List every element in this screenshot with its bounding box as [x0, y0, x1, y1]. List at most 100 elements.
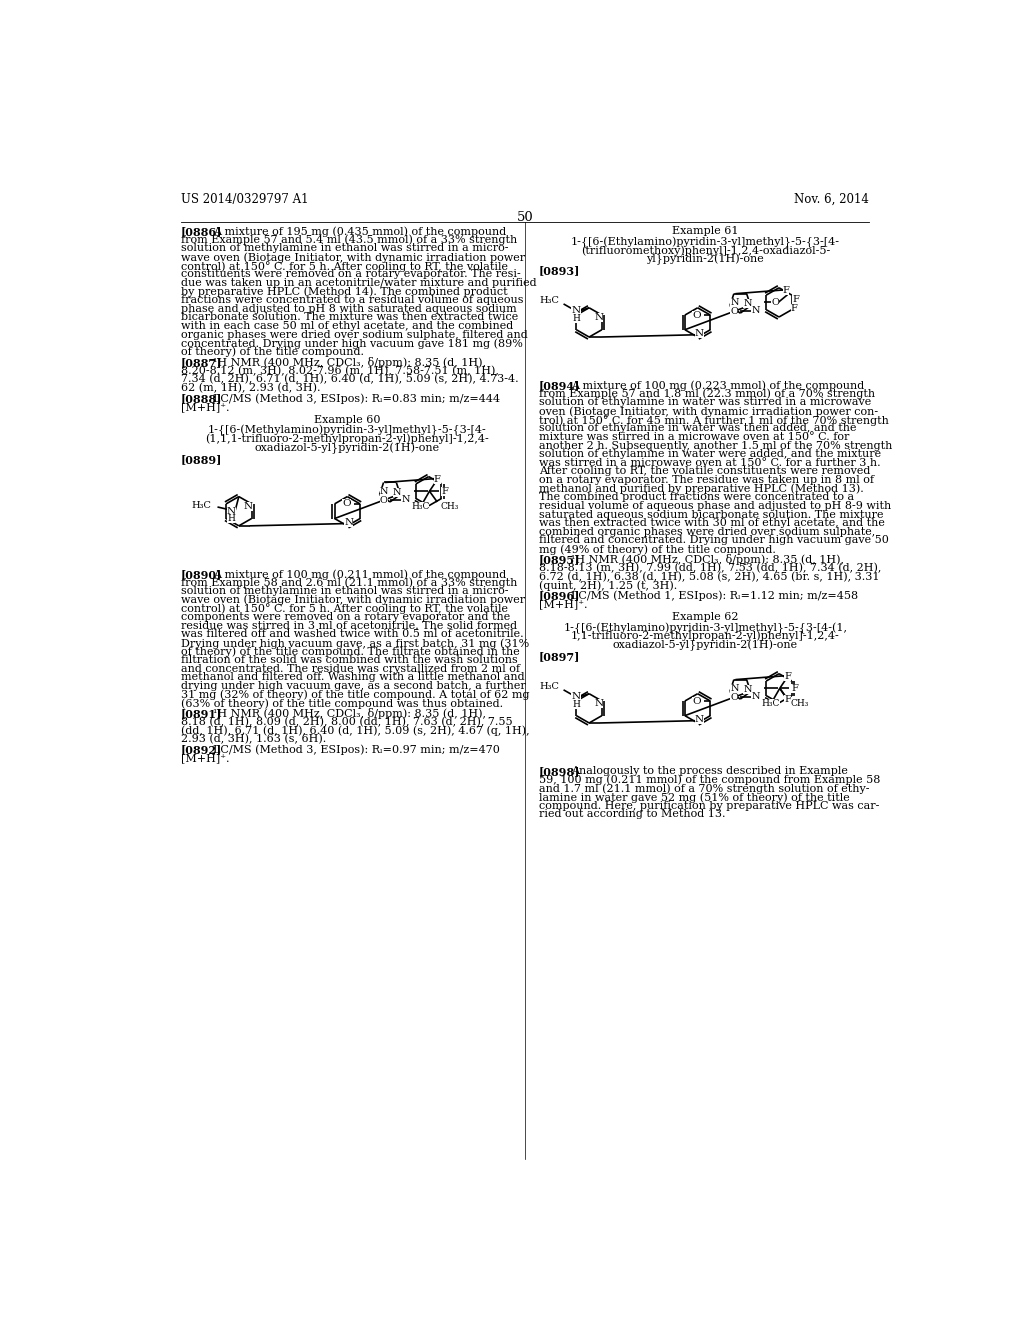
Text: (dd, 1H), 6.71 (d, 1H), 6.40 (d, 1H), 5.09 (s, 2H), 4.67 (q, 1H),: (dd, 1H), 6.71 (d, 1H), 6.40 (d, 1H), 5.… [180, 726, 529, 737]
Text: 8.18 (d, 1H), 8.09 (d, 2H), 8.00 (dd, 1H), 7.63 (d, 2H), 7.55: 8.18 (d, 1H), 8.09 (d, 2H), 8.00 (dd, 1H… [180, 717, 512, 727]
Text: residue was stirred in 3 ml of acetonitrile. The solid formed: residue was stirred in 3 ml of acetonitr… [180, 620, 517, 631]
Text: by preparative HPLC (Method 14). The combined product: by preparative HPLC (Method 14). The com… [180, 286, 507, 297]
Text: with in each case 50 ml of ethyl acetate, and the combined: with in each case 50 ml of ethyl acetate… [180, 321, 513, 331]
Text: on a rotary evaporator. The residue was taken up in 8 ml of: on a rotary evaporator. The residue was … [539, 475, 873, 484]
Text: N: N [571, 692, 581, 701]
Text: F: F [782, 285, 790, 294]
Text: H₃C: H₃C [539, 297, 559, 305]
Text: N: N [694, 715, 703, 725]
Text: N: N [401, 495, 410, 504]
Text: F: F [784, 672, 791, 681]
Text: 8.18-8.13 (m, 3H), 7.99 (dd, 1H), 7.53 (dd, 1H), 7.34 (d, 2H),: 8.18-8.13 (m, 3H), 7.99 (dd, 1H), 7.53 (… [539, 562, 881, 573]
Text: oxadiazol-5-yl}pyridin-2(1H)-one: oxadiazol-5-yl}pyridin-2(1H)-one [612, 639, 798, 651]
Text: [0891]: [0891] [180, 709, 222, 719]
Text: wave oven (Biotage Initiator, with dynamic irradiation power: wave oven (Biotage Initiator, with dynam… [180, 595, 525, 606]
Text: bicarbonate solution. The mixture was then extracted twice: bicarbonate solution. The mixture was th… [180, 313, 518, 322]
Text: [M+H]⁺.: [M+H]⁺. [180, 754, 229, 763]
Text: was stirred in a microwave oven at 150° C. for a further 3 h.: was stirred in a microwave oven at 150° … [539, 458, 881, 467]
Text: 1-{[6-(Ethylamino)pyridin-3-yl]methyl}-5-{3-[4-: 1-{[6-(Ethylamino)pyridin-3-yl]methyl}-5… [570, 236, 840, 248]
Text: mixture was stirred in a microwave oven at 150° C. for: mixture was stirred in a microwave oven … [539, 432, 849, 442]
Text: drying under high vacuum gave, as a second batch, a further: drying under high vacuum gave, as a seco… [180, 681, 525, 692]
Text: N: N [730, 684, 739, 693]
Text: F: F [441, 487, 447, 496]
Text: H₃C: H₃C [539, 682, 559, 692]
Text: [M+H]⁺.: [M+H]⁺. [539, 599, 587, 609]
Text: 8.20-8.12 (m, 3H), 8.02-7.96 (m, 1H), 7.58-7.51 (m, 1H),: 8.20-8.12 (m, 3H), 8.02-7.96 (m, 1H), 7.… [180, 366, 499, 376]
Text: [0894]: [0894] [539, 380, 581, 391]
Text: N: N [227, 507, 236, 516]
Text: H₃C: H₃C [191, 500, 211, 510]
Text: oxadiazol-5-yl}pyridin-2(1H)-one: oxadiazol-5-yl}pyridin-2(1H)-one [255, 442, 440, 454]
Text: control) at 150° C. for 5 h. After cooling to RT, the volatile: control) at 150° C. for 5 h. After cooli… [180, 603, 508, 614]
Text: of theory) of the title compound.: of theory) of the title compound. [180, 347, 364, 358]
Text: O: O [730, 308, 738, 315]
Text: lamine in water gave 52 mg (51% of theory) of the title: lamine in water gave 52 mg (51% of theor… [539, 792, 850, 803]
Text: H: H [572, 314, 580, 323]
Text: Example 60: Example 60 [314, 414, 381, 425]
Text: mg (49% of theory) of the title compound.: mg (49% of theory) of the title compound… [539, 544, 775, 554]
Text: F: F [791, 304, 798, 313]
Text: LC/MS (Method 1, ESIpos): Rₗ=1.12 min; m/z=458: LC/MS (Method 1, ESIpos): Rₗ=1.12 min; m… [571, 590, 858, 601]
Text: N: N [694, 330, 703, 338]
Text: of theory) of the title compound. The filtrate obtained in the: of theory) of the title compound. The fi… [180, 647, 519, 657]
Text: [0890]: [0890] [180, 569, 222, 579]
Text: O: O [342, 499, 351, 508]
Text: and concentrated. The residue was crystallized from 2 ml of: and concentrated. The residue was crysta… [180, 664, 520, 673]
Text: (63% of theory) of the title compound was thus obtained.: (63% of theory) of the title compound wa… [180, 698, 503, 709]
Text: O: O [692, 697, 701, 705]
Text: solution of ethylamine in water was stirred in a microwave: solution of ethylamine in water was stir… [539, 397, 871, 408]
Text: [0888]: [0888] [180, 393, 222, 404]
Text: N: N [380, 487, 388, 496]
Text: After cooling to RT, the volatile constituents were removed: After cooling to RT, the volatile consti… [539, 466, 870, 477]
Text: N: N [393, 487, 401, 496]
Text: 50: 50 [516, 211, 534, 224]
Text: from Example 57 and 1.8 ml (22.3 mmol) of a 70% strength: from Example 57 and 1.8 ml (22.3 mmol) o… [539, 389, 874, 400]
Text: CH₃: CH₃ [440, 502, 459, 511]
Text: O: O [730, 693, 738, 702]
Text: CH₃: CH₃ [791, 700, 809, 709]
Text: H: H [227, 513, 236, 523]
Text: [0889]: [0889] [180, 454, 222, 465]
Text: N: N [344, 519, 353, 527]
Text: O: O [380, 496, 388, 506]
Text: was then extracted twice with 30 ml of ethyl acetate, and the: was then extracted twice with 30 ml of e… [539, 519, 885, 528]
Text: oven (Biotage Initiator, with dynamic irradiation power con-: oven (Biotage Initiator, with dynamic ir… [539, 407, 878, 417]
Text: 7.34 (d, 2H), 6.71 (d, 1H), 6.40 (d, 1H), 5.09 (s, 2H), 4.73-4.: 7.34 (d, 2H), 6.71 (d, 1H), 6.40 (d, 1H)… [180, 375, 518, 384]
Text: N: N [743, 685, 752, 694]
Text: 31 mg (32% of theory) of the title compound. A total of 62 mg: 31 mg (32% of theory) of the title compo… [180, 690, 529, 701]
Text: Analogously to the process described in Example: Analogously to the process described in … [571, 766, 848, 776]
Text: Example 62: Example 62 [672, 612, 738, 622]
Text: N: N [571, 306, 581, 315]
Text: trol) at 150° C. for 45 min. A further 1 ml of the 70% strength: trol) at 150° C. for 45 min. A further 1… [539, 414, 889, 425]
Text: another 2 h. Subsequently, another 1.5 ml of the 70% strength: another 2 h. Subsequently, another 1.5 m… [539, 441, 892, 450]
Text: solution of methylamine in ethanol was stirred in a micro-: solution of methylamine in ethanol was s… [180, 243, 508, 253]
Text: control) at 150° C. for 5 h. After cooling to RT, the volatile: control) at 150° C. for 5 h. After cooli… [180, 260, 508, 272]
Text: [0892]: [0892] [180, 744, 222, 755]
Text: filtered and concentrated. Drying under high vacuum gave 50: filtered and concentrated. Drying under … [539, 536, 889, 545]
Text: F: F [793, 294, 799, 304]
Text: [0895]: [0895] [539, 554, 581, 565]
Text: 1,1-trifluoro-2-methylpropan-2-yl)phenyl]-1,2,4-: 1,1-trifluoro-2-methylpropan-2-yl)phenyl… [571, 631, 840, 642]
Text: methanol and filtered off. Washing with a little methanol and: methanol and filtered off. Washing with … [180, 672, 524, 682]
Text: 1-{[6-(Methylamino)pyridin-3-yl]methyl}-5-{3-[4-: 1-{[6-(Methylamino)pyridin-3-yl]methyl}-… [208, 425, 486, 437]
Text: compound. Here, purification by preparative HPLC was car-: compound. Here, purification by preparat… [539, 801, 880, 810]
Text: Nov. 6, 2014: Nov. 6, 2014 [794, 193, 869, 206]
Text: [0897]: [0897] [539, 651, 581, 663]
Text: ¹H NMR (400 MHz, CDCl₃, δ/ppm): 8.35 (d, 1H),: ¹H NMR (400 MHz, CDCl₃, δ/ppm): 8.35 (d,… [571, 554, 845, 565]
Text: components were removed on a rotary evaporator and the: components were removed on a rotary evap… [180, 612, 510, 622]
Text: 59, 100 mg (0.211 mmol) of the compound from Example 58: 59, 100 mg (0.211 mmol) of the compound … [539, 775, 880, 785]
Text: H₃C: H₃C [761, 700, 779, 709]
Text: O: O [692, 310, 701, 319]
Text: wave oven (Biotage Initiator, with dynamic irradiation power: wave oven (Biotage Initiator, with dynam… [180, 252, 525, 263]
Text: Example 61: Example 61 [672, 226, 738, 236]
Text: from Example 57 and 5.4 ml (43.5 mmol) of a 33% strength: from Example 57 and 5.4 ml (43.5 mmol) o… [180, 235, 517, 246]
Text: LC/MS (Method 3, ESIpos): Rₗ=0.83 min; m/z=444: LC/MS (Method 3, ESIpos): Rₗ=0.83 min; m… [213, 393, 501, 404]
Text: 6.72 (d, 1H), 6.38 (d, 1H), 5.08 (s, 2H), 4.65 (br. s, 1H), 3.31: 6.72 (d, 1H), 6.38 (d, 1H), 5.08 (s, 2H)… [539, 572, 880, 582]
Text: N: N [594, 698, 603, 708]
Text: O: O [771, 298, 779, 306]
Text: N: N [730, 298, 739, 308]
Text: was filtered off and washed twice with 0.5 ml of acetonitrile.: was filtered off and washed twice with 0… [180, 630, 523, 639]
Text: H: H [572, 700, 580, 709]
Text: Drying under high vacuum gave, as a first batch, 31 mg (31%: Drying under high vacuum gave, as a firs… [180, 638, 529, 648]
Text: A mixture of 100 mg (0.223 mmol) of the compound: A mixture of 100 mg (0.223 mmol) of the … [571, 380, 864, 391]
